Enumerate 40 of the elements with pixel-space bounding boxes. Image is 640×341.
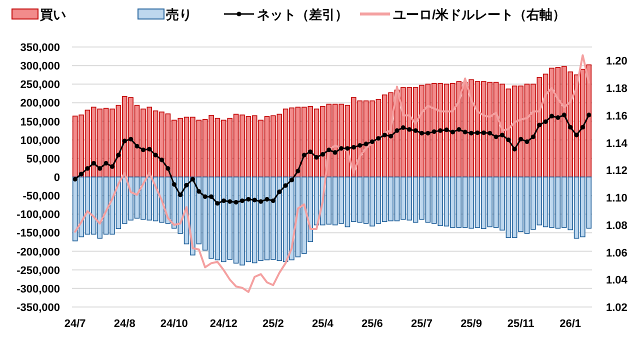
x-tick-label: 25/7 — [411, 318, 432, 330]
x-tick-label: 24/7 — [64, 318, 86, 330]
y-tick-label: -100,000 — [16, 209, 60, 222]
y-tick-label: 250,000 — [20, 79, 60, 92]
y2-tick-label: 1.18 — [606, 83, 628, 96]
y-tick-label: -150,000 — [16, 228, 60, 240]
y2-tick-label: 1.14 — [606, 138, 628, 150]
y2-tick-label: 1.04 — [606, 274, 628, 287]
y-tick-label: -300,000 — [16, 283, 60, 296]
y-tick-label: -350,000 — [16, 302, 60, 314]
y-tick-label: -200,000 — [16, 246, 60, 258]
legend-label: 買い — [39, 7, 66, 22]
y-tick-label: 0 — [54, 172, 60, 184]
y2-tick-label: 1.12 — [606, 165, 628, 178]
x-tick-label: 24/10 — [160, 318, 188, 330]
y2-tick-label: 1.06 — [606, 247, 628, 260]
y-tick-label: 200,000 — [20, 98, 60, 110]
x-tick-label: 25/2 — [262, 318, 284, 330]
y-tick-label: -50,000 — [22, 190, 60, 203]
x-tick-label: 25/11 — [507, 318, 534, 330]
x-tick-label: 25/9 — [460, 318, 482, 330]
y-tick-label: 300,000 — [20, 60, 60, 73]
legend-label: ネット（差引） — [257, 7, 348, 22]
y2-tick-label: 1.10 — [606, 192, 628, 205]
y-tick-label: 350,000 — [20, 42, 60, 54]
x-tick-label: 25/4 — [312, 318, 334, 330]
y-tick-label: 100,000 — [20, 134, 60, 147]
y-tick-label: 150,000 — [20, 116, 60, 128]
y-tick-label: 50,000 — [26, 153, 60, 166]
legend-label: ユーロ/米ドルレート（右軸） — [393, 7, 566, 22]
x-tick-label: 24/12 — [210, 318, 238, 330]
legend-label: 売り — [166, 7, 192, 22]
y-tick-label: -250,000 — [16, 264, 60, 277]
y2-tick-label: 1.02 — [606, 302, 628, 314]
x-tick-label: 25/6 — [362, 318, 383, 330]
y2-tick-label: 1.20 — [606, 56, 628, 68]
y2-tick-label: 1.16 — [606, 110, 628, 122]
y2-tick-label: 1.08 — [606, 220, 628, 232]
x-tick-label: 26/1 — [560, 318, 582, 330]
x-tick-label: 24/8 — [114, 318, 136, 330]
